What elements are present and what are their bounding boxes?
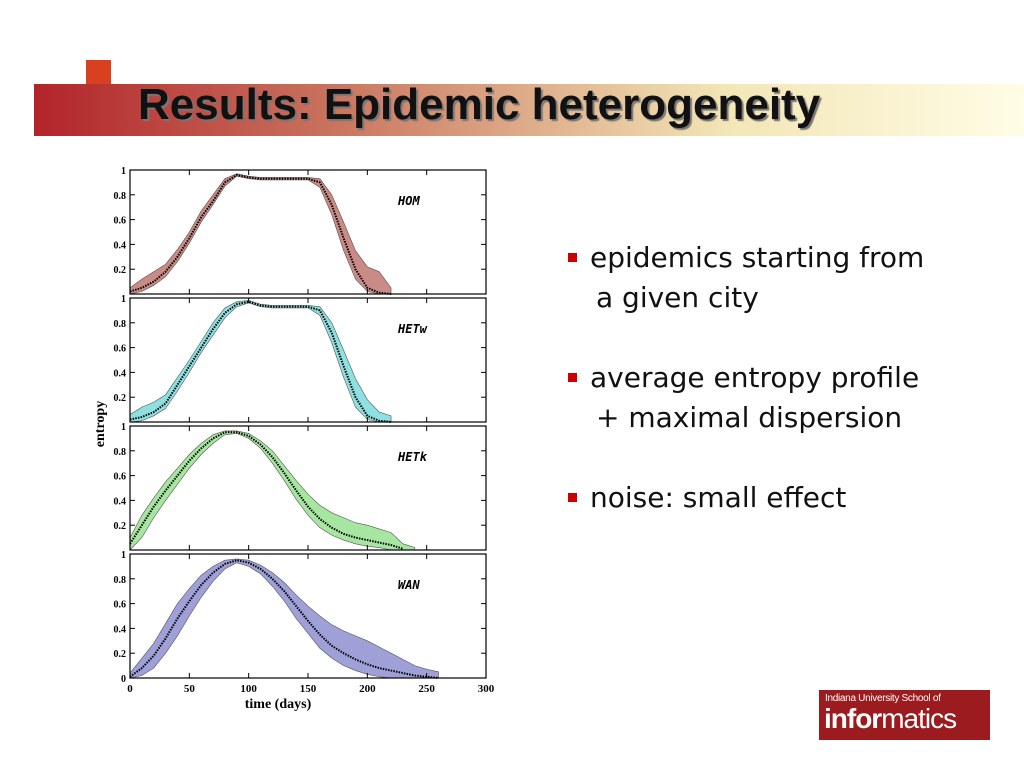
y-tick-label: 0.2 [114,265,127,276]
bullet-text: + maximal dispersion [596,401,903,434]
x-tick-label: 300 [478,683,495,695]
x-tick-label: 0 [127,683,133,695]
logo-text: informatics [824,703,957,735]
y-tick-label: 0.6 [114,600,127,611]
mean-line [129,559,439,679]
y-tick-label: 0.4 [114,240,127,251]
plot-frame [129,297,487,423]
chart: entropy 0.2 0.4 0.6 0.8 1 HOM 0.2 0.4 0.6 0.8 1 HETw… [93,166,495,712]
x-tick-label: 200 [359,683,376,695]
x-tick-label: 150 [300,683,317,695]
y-tick-label: 0.4 [114,624,127,635]
y-tick-label: 0 [121,674,126,685]
y-tick-label: 0.6 [114,344,127,355]
x-axis-label: time (days) [245,697,312,712]
y-tick-label: 0.8 [114,319,127,330]
bullet: average entropy profile + maximal dispers… [566,358,924,438]
dispersion-band [129,300,392,423]
dispersion-band [129,558,439,679]
y-tick-label: 0.4 [114,368,127,379]
y-tick-label: 0.8 [114,447,127,458]
panel-label: HOM [397,194,420,208]
logo-text: Indiana University School of [825,693,941,704]
bullet-text: average entropy profile [590,361,920,394]
mean-line [129,173,392,295]
y-tick-label: 0.2 [114,393,127,404]
x-tick-label: 250 [418,683,435,695]
dispersion-band [129,173,392,295]
x-tick-label: 50 [184,683,196,695]
panel-label: WAN [398,578,420,592]
dispersion-band [129,430,416,551]
y-tick-label: 0.8 [114,191,127,202]
y-tick-label: 0.4 [114,496,127,507]
y-tick-label: 0.8 [114,575,127,586]
bullet-text: epidemics starting from [590,241,925,274]
bullet-text: a given city [596,281,759,314]
logo-bold: infor [824,703,882,734]
y-tick-label: 1 [121,294,126,305]
bullet: noise: small effect [566,478,924,518]
y-tick-label: 0.6 [114,216,127,227]
x-tick-label: 100 [240,683,257,695]
y-axis-label: entropy [93,401,108,447]
plot-frame [129,169,487,295]
plot-frame [129,425,487,551]
bullet: epidemics starting from a given city [566,238,924,318]
y-tick-label: 1 [121,422,126,433]
slide-title: Results: Epidemic heterogeneity [138,80,821,129]
decor-square [86,60,111,85]
y-tick-label: 0.6 [114,472,127,483]
mean-line [129,431,404,550]
panel-label: HETw [397,322,428,336]
panel-label: HETk [397,450,428,464]
y-tick-label: 1 [121,550,126,561]
logo-rest: matics [881,703,957,734]
mean-line [129,300,392,423]
bullet-text: noise: small effect [590,481,847,514]
y-tick-label: 0.2 [114,649,127,660]
title-bar [34,84,1024,136]
y-tick-label: 0.2 [114,521,127,532]
logo: Indiana University School of informatics [819,690,990,740]
bullet-list: epidemics starting from a given city avera… [566,238,924,558]
y-tick-label: 1 [121,166,126,177]
